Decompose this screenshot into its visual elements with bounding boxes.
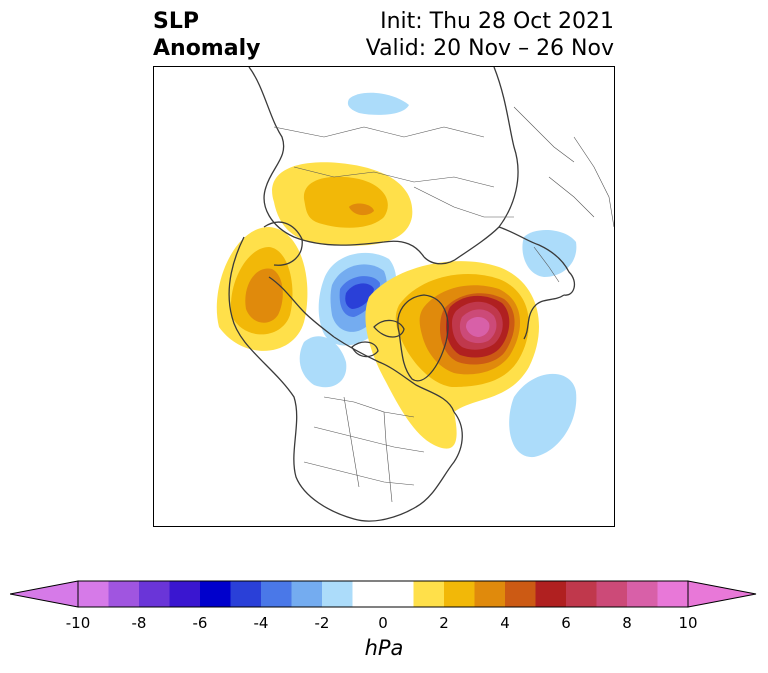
anomaly-high-atlantic xyxy=(365,261,539,449)
colorbar-cell xyxy=(200,581,231,607)
colorbar-cell xyxy=(230,581,261,607)
colorbar-cell xyxy=(535,581,566,607)
colorbar-tick-label: 4 xyxy=(500,614,510,632)
colorbar-cell xyxy=(261,581,292,607)
anomaly-low-europe xyxy=(522,230,577,277)
title-left: SLP Anomaly xyxy=(153,8,260,62)
colorbar-tick-label: 6 xyxy=(561,614,571,632)
colorbar-cell xyxy=(291,581,322,607)
colorbar-outline xyxy=(77,580,689,608)
title-variable: SLP xyxy=(153,9,199,34)
colorbar-cell xyxy=(474,581,505,607)
map-frame xyxy=(153,66,615,527)
title-field: Anomaly xyxy=(153,36,261,61)
anomaly-low-pacific xyxy=(299,336,347,388)
colorbar-cell xyxy=(169,581,200,607)
colorbar-tick-label: -10 xyxy=(65,614,91,632)
country-borders xyxy=(273,106,614,503)
title-right: Init: Thu 28 Oct 2021 Valid: 20 Nov – 26… xyxy=(366,8,614,62)
colorbar-cell xyxy=(108,581,139,607)
colorbar-cell xyxy=(78,581,109,607)
colorbar-tick-label: 10 xyxy=(678,614,698,632)
anomaly-low-atlantic xyxy=(509,373,577,458)
colorbar-cell xyxy=(322,581,353,607)
colorbar-cell xyxy=(505,581,536,607)
colorbar xyxy=(10,580,757,608)
colorbar-cell xyxy=(596,581,627,607)
colorbar-cell xyxy=(139,581,170,607)
colorbar-cell xyxy=(444,581,475,607)
colorbar-cell xyxy=(352,581,414,607)
colorbar-extend-high xyxy=(687,580,757,608)
colorbar-tick-label: 0 xyxy=(378,614,388,632)
coastlines xyxy=(228,67,576,522)
valid-range: Valid: 20 Nov – 26 Nov xyxy=(365,36,614,61)
colorbar-tick-label: -8 xyxy=(131,614,147,632)
colorbar-tick-label: -2 xyxy=(314,614,330,632)
anomaly-high-alaska xyxy=(216,227,308,351)
colorbar-units: hPa xyxy=(364,636,404,660)
colorbar-tick-label: -6 xyxy=(192,614,208,632)
colorbar-tick-label: 2 xyxy=(439,614,449,632)
colorbar-extend-low xyxy=(10,580,79,608)
polar-map xyxy=(216,67,614,522)
anomaly-high-siberia xyxy=(272,162,413,246)
colorbar-tick-label: 8 xyxy=(622,614,632,632)
init-date: Init: Thu 28 Oct 2021 xyxy=(380,9,614,34)
colorbar-cell xyxy=(657,581,688,607)
colorbar-cell xyxy=(566,581,597,607)
colorbar-tick-label: -4 xyxy=(253,614,269,632)
colorbar-cell xyxy=(627,581,658,607)
colorbar-cell xyxy=(413,581,444,607)
anomaly-low-south-asia xyxy=(347,92,409,115)
anomaly-shading xyxy=(216,92,577,458)
